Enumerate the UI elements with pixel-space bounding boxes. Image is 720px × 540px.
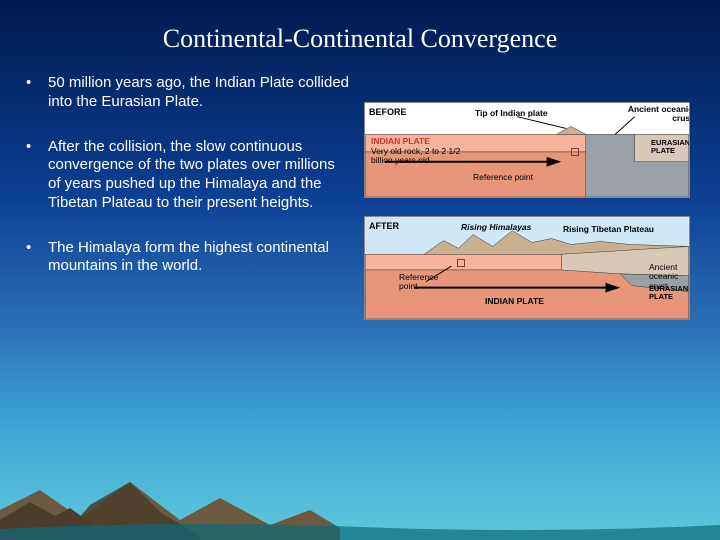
eurasian-plate-label: EURASIAN PLATE (651, 139, 690, 156)
after-diagram: AFTER Rising Himalayas Rising Tibetan Pl… (364, 216, 690, 320)
before-diagram: BEFORE Tip of Indian plate Ancient ocean… (364, 102, 690, 198)
bullet-marker: • (26, 74, 48, 112)
bullet-text: 50 million years ago, the Indian Plate c… (48, 74, 350, 112)
bullet-marker: • (26, 138, 48, 213)
before-tag: BEFORE (369, 107, 407, 117)
list-item: • After the collision, the slow continuo… (26, 138, 350, 213)
diagram-column: BEFORE Tip of Indian plate Ancient ocean… (350, 74, 690, 338)
ocean-crust-after: Ancient oceanic crust (649, 263, 690, 291)
tibet-label: Rising Tibetan Plateau (563, 225, 654, 234)
tip-label: Tip of Indian plate (475, 109, 548, 118)
reference-label-after: Reference point (399, 273, 451, 292)
indian-plate-after: INDIAN PLATE (485, 297, 544, 306)
bullet-marker: • (26, 239, 48, 277)
reference-square-icon (571, 148, 579, 156)
ocean-crust-label: Ancient oceanic crust (623, 105, 690, 124)
after-tag: AFTER (369, 221, 399, 231)
rock-age-label: Very old rock, 2 to 2 1/2 billion years … (371, 147, 481, 166)
slide-title: Continental-Continental Convergence (0, 0, 720, 74)
decorative-mountains (0, 470, 720, 540)
reference-square-icon (457, 259, 465, 267)
indian-plate-label: INDIAN PLATE (371, 137, 430, 146)
himalaya-label: Rising Himalayas (461, 223, 531, 232)
list-item: • 50 million years ago, the Indian Plate… (26, 74, 350, 112)
reference-label: Reference point (473, 173, 533, 182)
bullet-column: • 50 million years ago, the Indian Plate… (20, 74, 350, 338)
content-area: • 50 million years ago, the Indian Plate… (0, 74, 720, 338)
bullet-text: The Himalaya form the highest continenta… (48, 239, 350, 277)
list-item: • The Himalaya form the highest continen… (26, 239, 350, 277)
bullet-text: After the collision, the slow continuous… (48, 138, 350, 213)
